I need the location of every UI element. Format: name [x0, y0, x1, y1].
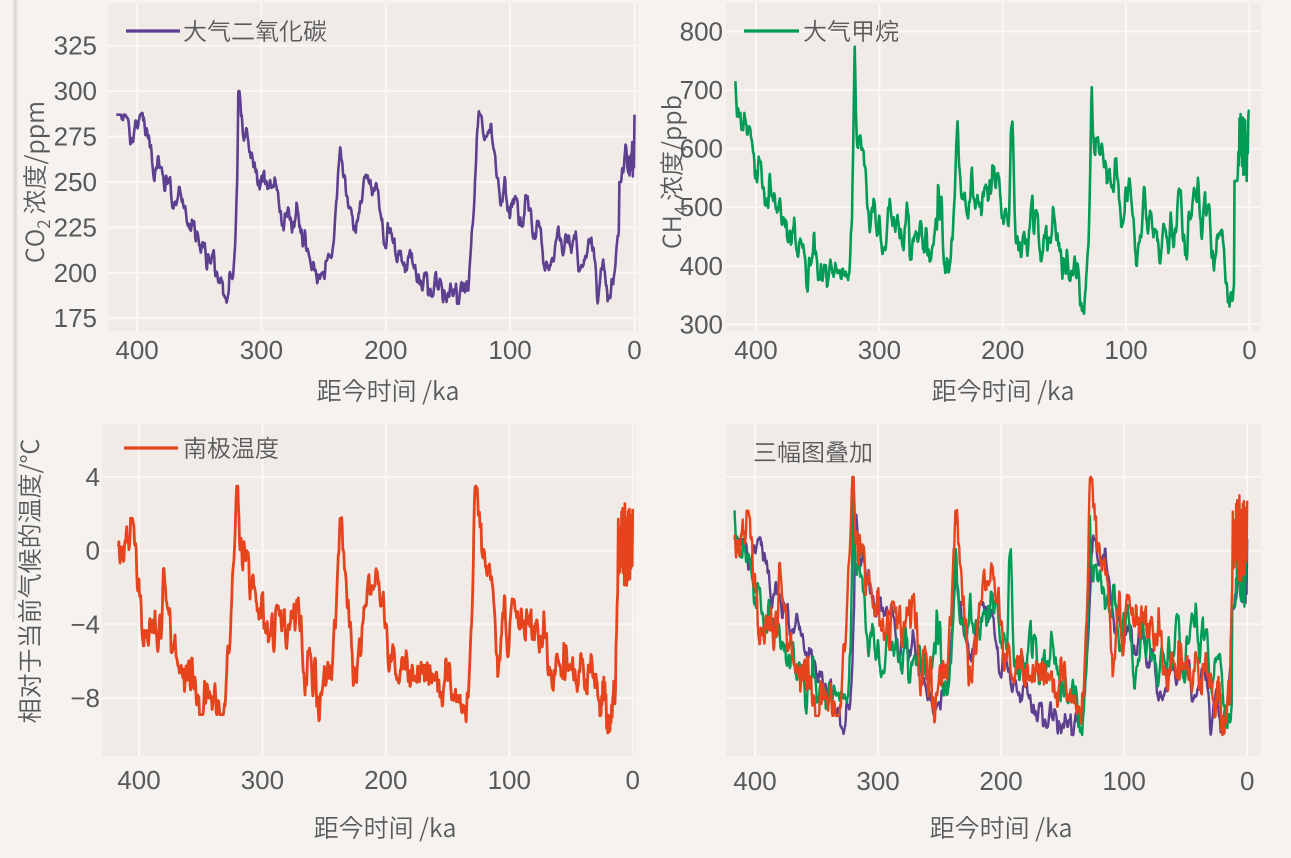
- svg-text:200: 200: [54, 258, 97, 288]
- svg-text:0: 0: [86, 536, 100, 566]
- svg-text:100: 100: [1103, 766, 1146, 796]
- svg-text:−8: −8: [70, 683, 100, 713]
- svg-text:400: 400: [115, 335, 158, 365]
- svg-text:400: 400: [680, 251, 723, 281]
- svg-text:200: 200: [364, 335, 407, 365]
- svg-text:100: 100: [1104, 335, 1147, 365]
- svg-text:200: 200: [979, 766, 1022, 796]
- svg-text:250: 250: [54, 167, 97, 197]
- svg-text:600: 600: [680, 134, 723, 164]
- svg-text:200: 200: [364, 765, 407, 795]
- svg-text:300: 300: [680, 309, 723, 339]
- svg-text:400: 400: [733, 766, 776, 796]
- svg-text:400: 400: [734, 335, 777, 365]
- svg-text:300: 300: [241, 765, 284, 795]
- svg-text:175: 175: [54, 303, 97, 333]
- svg-text:225: 225: [54, 212, 97, 242]
- svg-text:700: 700: [680, 75, 723, 105]
- svg-text:0: 0: [625, 765, 639, 795]
- svg-text:0: 0: [1240, 766, 1254, 796]
- svg-text:300: 300: [54, 76, 97, 106]
- svg-text:300: 300: [856, 766, 899, 796]
- svg-text:−4: −4: [70, 609, 100, 639]
- svg-text:200: 200: [981, 335, 1024, 365]
- svg-text:400: 400: [117, 765, 160, 795]
- svg-text:0: 0: [627, 335, 641, 365]
- svg-text:4: 4: [86, 462, 100, 492]
- svg-text:275: 275: [54, 122, 97, 152]
- svg-text:100: 100: [488, 765, 531, 795]
- svg-text:100: 100: [488, 335, 531, 365]
- svg-text:0: 0: [1242, 335, 1256, 365]
- svg-text:500: 500: [680, 192, 723, 222]
- svg-text:325: 325: [54, 31, 97, 61]
- svg-text:300: 300: [240, 335, 283, 365]
- svg-text:300: 300: [858, 335, 901, 365]
- svg-text:800: 800: [680, 17, 723, 47]
